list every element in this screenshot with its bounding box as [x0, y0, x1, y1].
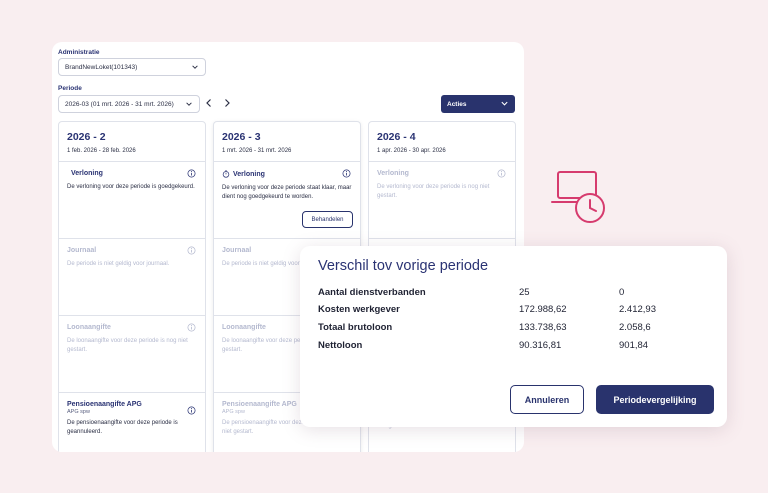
- comparison-popup: Verschil tov vorige periode Aantal diens…: [300, 246, 727, 427]
- period-title: 2026 - 2: [67, 131, 106, 143]
- administratie-select[interactable]: BrandNewLoket(101343): [58, 58, 206, 76]
- period-title: 2026 - 4: [377, 131, 416, 143]
- cell-title: Loonaangifte: [67, 324, 111, 331]
- status-cell-verloning: Verloning De verloning voor deze periode…: [369, 162, 515, 239]
- acties-label: Acties: [447, 100, 467, 108]
- period-column-header: 2026 - 3 1 mrt. 2026 - 31 mrt. 2026: [214, 122, 360, 162]
- periode-label: Periode: [58, 85, 82, 92]
- cell-title: Verloning: [233, 170, 265, 178]
- period-title: 2026 - 3: [222, 131, 261, 143]
- cell-text: De loonaangifte voor deze periode is nog…: [67, 338, 188, 353]
- row-value-difference: 2.058,6: [619, 322, 651, 333]
- row-value-current: 172.988,62: [519, 304, 567, 315]
- cell-text: De pensioenaangifte voor deze periode is…: [222, 420, 345, 435]
- row-value-difference: 2.412,93: [619, 304, 656, 315]
- cell-title: Pensioenaangifte APG: [67, 401, 142, 408]
- row-label: Aantal dienstverbanden: [318, 287, 426, 298]
- info-icon[interactable]: [187, 169, 196, 178]
- popup-title: Verschil tov vorige periode: [318, 258, 489, 274]
- info-icon[interactable]: [187, 406, 196, 415]
- periode-select[interactable]: 2026-03 (01 mrt. 2026 - 31 mrt. 2026): [58, 95, 200, 113]
- row-label: Totaal brutoloon: [318, 322, 393, 333]
- timer-icon: [222, 170, 230, 178]
- period-column-header: 2026 - 4 1 apr. 2026 - 30 apr. 2026: [369, 122, 515, 162]
- annuleren-button[interactable]: Annuleren: [510, 385, 584, 414]
- period-range: 1 apr. 2026 - 30 apr. 2026: [377, 148, 446, 154]
- behandelen-button[interactable]: Behandelen: [302, 211, 353, 228]
- info-icon[interactable]: [342, 169, 351, 178]
- chevron-down-icon: [501, 101, 508, 106]
- next-period-arrow-icon[interactable]: [222, 98, 232, 108]
- cell-title: Verloning: [71, 170, 103, 177]
- administratie-value: BrandNewLoket(101343): [65, 63, 138, 71]
- status-cell-verloning: Verloning De verloning voor deze periode…: [59, 162, 205, 239]
- cell-title: Verloning: [377, 170, 409, 177]
- cell-title-row: Verloning: [222, 170, 352, 178]
- status-cell-journaal: Journaal De periode is niet geldig voor …: [59, 239, 205, 316]
- cell-title: Loonaangifte: [222, 324, 266, 331]
- info-icon[interactable]: [497, 169, 506, 178]
- row-label: Nettoloon: [318, 340, 363, 351]
- row-value-current: 90.316,81: [519, 340, 562, 351]
- info-icon[interactable]: [187, 323, 196, 332]
- cell-subtitle: APG spw: [222, 409, 245, 415]
- periode-value: 2026-03 (01 mrt. 2026 - 31 mrt. 2026): [65, 100, 174, 108]
- cell-text: De verloning voor deze periode is nog ni…: [377, 184, 490, 199]
- cell-text: De periode is niet geldig voor journaal.: [222, 261, 325, 267]
- previous-period-arrow-icon[interactable]: [204, 98, 214, 108]
- status-cell-pensioenaangifte: Pensioenaangifte APG APG spw De pensioen…: [214, 393, 360, 452]
- chevron-down-icon: [192, 65, 198, 69]
- chevron-down-icon: [186, 102, 192, 106]
- row-value-current: 25: [519, 287, 530, 298]
- status-cell-journaal: Journaal De periode is niet geldig voor …: [214, 239, 360, 316]
- period-range: 1 mrt. 2026 - 31 mrt. 2026: [222, 148, 292, 154]
- cell-subtitle: APG spw: [67, 409, 90, 415]
- period-column-2026-2: 2026 - 2 1 feb. 2026 - 28 feb. 2026 Verl…: [58, 121, 206, 452]
- status-cell-loonaangifte: Loonaangifte De loonaangifte voor deze p…: [214, 316, 360, 393]
- row-label: Kosten werkgever: [318, 304, 400, 315]
- period-column-header: 2026 - 2 1 feb. 2026 - 28 feb. 2026: [59, 122, 205, 162]
- cell-text: De pensioenaangifte voor deze periode is…: [67, 420, 178, 435]
- administratie-label: Administratie: [58, 49, 100, 56]
- laptop-clock-icon: [551, 171, 605, 223]
- status-cell-verloning: Verloning De verloning voor deze periode…: [214, 162, 360, 239]
- acties-dropdown-button[interactable]: Acties: [441, 95, 515, 113]
- status-cell-loonaangifte: Loonaangifte De loonaangifte voor deze p…: [59, 316, 205, 393]
- status-cell-pensioenaangifte: Pensioenaangifte APG APG spw De pensioen…: [59, 393, 205, 452]
- row-value-difference: 901,84: [619, 340, 649, 351]
- cell-title: Pensioenaangifte APG: [222, 401, 297, 408]
- cell-title: Journaal: [222, 247, 252, 254]
- cell-title: Journaal: [67, 247, 97, 254]
- row-value-difference: 0: [619, 287, 625, 298]
- cell-text: De periode is niet geldig voor journaal.: [67, 261, 170, 267]
- cell-text: De loonaangifte voor deze periode is nog…: [222, 338, 343, 353]
- periodevergelijking-button[interactable]: Periodevergelijking: [596, 385, 714, 414]
- cell-text: De verloning voor deze periode is goedge…: [67, 184, 195, 190]
- cell-text: De verloning voor deze periode staat kla…: [222, 185, 352, 200]
- info-icon[interactable]: [187, 246, 196, 255]
- period-range: 1 feb. 2026 - 28 feb. 2026: [67, 148, 136, 154]
- row-value-current: 133.738,63: [519, 322, 567, 333]
